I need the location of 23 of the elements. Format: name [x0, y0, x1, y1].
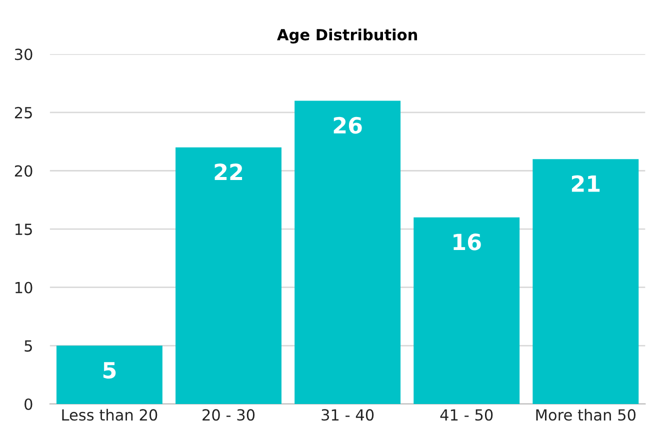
data-label: 16 — [454, 234, 481, 250]
data-label: 21 — [572, 175, 600, 192]
y-tick-label: 15 — [16, 224, 32, 236]
x-tick-label: More than 50 — [536, 408, 636, 421]
x-tick-label: 41 - 50 — [440, 409, 493, 421]
data-label: 5 — [103, 362, 116, 379]
y-tick-label: 10 — [16, 282, 32, 294]
bar — [414, 217, 520, 404]
x-tick-label: 20 - 30 — [202, 409, 255, 421]
y-tick-label: 30 — [14, 48, 32, 60]
bar — [294, 100, 401, 404]
y-tick-label: 20 — [14, 165, 32, 177]
y-tick-label: 25 — [14, 106, 32, 118]
chart-title: Age Distribution — [277, 28, 417, 44]
data-label: 26 — [334, 116, 362, 134]
bar — [176, 147, 282, 404]
data-label: 22 — [214, 164, 242, 180]
x-tick-label: 31 - 40 — [322, 409, 374, 421]
y-tick-label: 5 — [24, 340, 32, 352]
y-tick-label: 0 — [24, 398, 32, 410]
x-tick-label: Less than 20 — [62, 408, 158, 421]
bar — [56, 346, 162, 404]
bar — [532, 159, 639, 404]
